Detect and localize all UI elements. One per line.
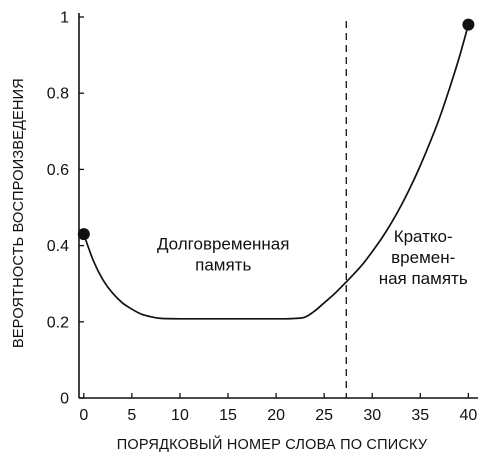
y-tick-label: 1 xyxy=(60,10,69,27)
x-tick-label: 10 xyxy=(171,407,189,424)
y-axis-title: ВЕРОЯТНОСТЬ ВОСПРОИЗВЕДЕНИЯ xyxy=(11,78,27,348)
y-tick-label: 0.2 xyxy=(47,314,69,331)
recall-curve xyxy=(83,24,470,320)
y-tick-label: 0 xyxy=(60,391,69,408)
x-tick-label: 15 xyxy=(219,407,237,424)
long-term-memory-label: Долговременная xyxy=(157,234,290,253)
ticks: 00.20.40.60.810 5 10 15 20 25 30 35 40 xyxy=(47,10,478,425)
end-point-marker xyxy=(462,18,475,31)
short-term-memory-label: времен- xyxy=(391,248,455,267)
axis-titles: ПОРЯДКОВЫЙ НОМЕР СЛОВА ПО СПИСКУ ВЕРОЯТН… xyxy=(11,78,428,453)
x-tick-label: 0 xyxy=(79,407,88,424)
axes xyxy=(78,13,478,399)
annotations: Долговременная память Кратко-времен-ная па… xyxy=(157,227,468,288)
x-tick-label: 20 xyxy=(267,407,285,424)
x-tick-label: 40 xyxy=(459,407,477,424)
start-point-marker xyxy=(77,228,90,241)
y-tick-label: 0.4 xyxy=(47,238,69,255)
x-tick-label: 25 xyxy=(315,407,333,424)
x-tick-label: 35 xyxy=(411,407,429,424)
short-term-memory-label: ная память xyxy=(379,269,468,288)
series xyxy=(77,18,475,398)
x-axis-title: ПОРЯДКОВЫЙ НОМЕР СЛОВА ПО СПИСКУ xyxy=(117,435,428,453)
long-term-memory-label: память xyxy=(195,255,251,274)
x-tick-label: 5 xyxy=(127,407,136,424)
x-tick-label: 30 xyxy=(363,407,381,424)
short-term-memory-label: Кратко- xyxy=(394,227,453,246)
y-tick-label: 0.8 xyxy=(47,86,69,103)
y-tick-label: 0.6 xyxy=(47,162,69,179)
